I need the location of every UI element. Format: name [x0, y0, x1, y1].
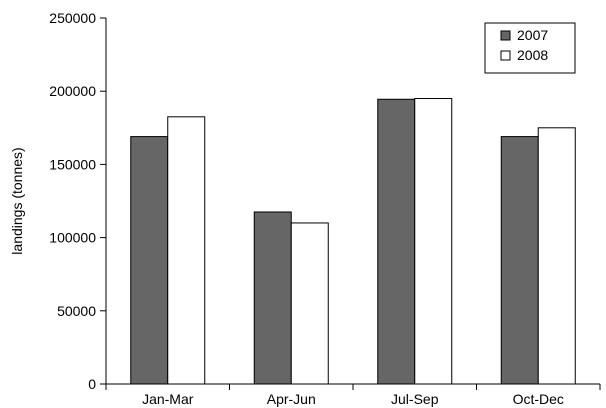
x-tick-label: Jul-Sep [391, 391, 439, 407]
y-tick-label: 0 [88, 376, 96, 392]
bar-2007-Jul-Sep [377, 98, 416, 385]
bar-2007-Oct-Dec [500, 136, 539, 385]
x-tick-label: Apr-Jun [267, 391, 316, 407]
y-tick-label: 50000 [57, 303, 96, 319]
bar-2008-Jul-Sep [414, 98, 453, 385]
bars-layer [130, 98, 576, 385]
bar-2008-Jan-Mar [167, 116, 206, 385]
legend-swatch-2008 [500, 50, 511, 61]
legend-box [484, 22, 576, 74]
y-axis-title: landings (tonnes) [9, 147, 25, 254]
legend-swatch-2007 [500, 30, 511, 41]
x-axis-ticks: Jan-Mar Apr-Jun Jul-Sep Oct-Dec [105, 384, 601, 407]
x-tick-label: Jan-Mar [142, 391, 194, 407]
legend: 2007 2008 [484, 22, 576, 74]
bar-2008-Apr-Jun [290, 222, 329, 385]
bar-2007-Apr-Jun [253, 211, 292, 385]
bar-2008-Oct-Dec [537, 127, 576, 385]
y-axis-ticks: 0 50000 100000 150000 200000 250000 [49, 10, 106, 392]
legend-label-2007: 2007 [517, 27, 548, 43]
x-tick-label: Oct-Dec [513, 391, 564, 407]
y-tick-label: 200000 [49, 83, 96, 99]
bar-2007-Jan-Mar [130, 136, 169, 385]
y-tick-label: 150000 [49, 156, 96, 172]
legend-label-2008: 2008 [517, 47, 548, 63]
y-tick-label: 250000 [49, 10, 96, 26]
y-tick-label: 100000 [49, 230, 96, 246]
